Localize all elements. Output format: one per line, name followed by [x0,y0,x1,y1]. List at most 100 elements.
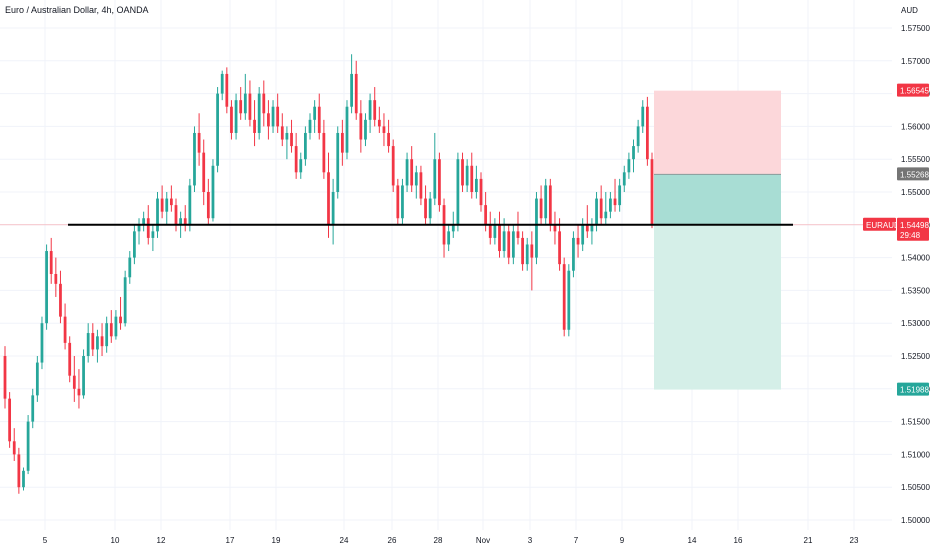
candle-body [8,398,12,442]
entry-price-tag: 1.55268 [900,170,929,179]
candle-body [72,375,76,389]
candle-body [248,93,252,120]
candle-body [267,113,270,127]
time-tick-label: 7 [574,536,579,545]
candle-body [31,395,35,422]
candle-body [211,165,215,219]
candle-body [562,264,566,330]
candle-body [220,73,224,94]
candle-body [174,205,178,225]
candle-body [239,100,243,114]
candle-body [63,316,67,343]
price-tick-label: 1.51000 [901,450,930,459]
candle-body [119,316,122,324]
candle-body [151,231,155,238]
candle-body [77,388,81,396]
candle-body [123,277,127,324]
candle-body [576,237,580,245]
candle-body [530,244,534,258]
chart-title: Euro / Australian Dollar, 4h, OANDA [5,5,149,15]
candle-body [17,454,21,488]
time-axis[interactable]: 5 10 12 17 19 24 26 28 Nov 3 7 9 14 16 21 23 [43,536,859,545]
time-tick-label: 17 [226,536,235,545]
candle-body [484,205,488,225]
candle-body [488,224,492,238]
candle-body [396,185,400,219]
candle-body [26,421,30,471]
candle-body [340,132,344,153]
candle-body [650,159,654,225]
candle-body [68,342,72,376]
candle-body [585,224,589,232]
candle-body [197,132,201,153]
time-tick-label: 3 [528,536,533,545]
candle-body [641,106,645,127]
candle-body [373,100,377,120]
candle-body [470,165,474,192]
candle-body [405,159,409,186]
candle-body [622,172,626,186]
position-zones[interactable] [654,90,781,390]
candle-body [451,224,455,232]
candle-body [636,126,640,147]
time-tick-label: 5 [43,536,48,545]
candle-body [590,224,594,232]
stop-price-tag-bg [897,83,929,97]
candle-body [548,185,552,225]
price-tick-label: 1.57500 [901,24,930,33]
candle-body [525,244,529,265]
candle-body [109,323,113,337]
candle-body [359,113,363,140]
candle-body [257,93,261,133]
candle-body [419,172,423,199]
candle-body [206,192,210,219]
candle-body [613,198,617,206]
candle-body [105,323,109,347]
time-tick-label: 9 [620,536,625,545]
symbol-tag: EURAUD [866,221,900,230]
candle-body [345,106,349,153]
candle-body [401,185,404,219]
candle-body [511,231,515,258]
price-tick-label: 1.53500 [901,286,930,295]
candle-body [165,198,169,212]
candle-body [382,126,386,133]
candle-body [364,119,367,140]
price-tick-label: 1.52500 [901,352,930,361]
candle-body [627,159,631,173]
candle-body [465,165,469,186]
candle-body [521,237,524,265]
candle-body [308,119,312,133]
candle-body [498,224,501,252]
candle-body [133,231,136,258]
candle-body [507,231,511,258]
candle-body [156,198,159,232]
candle-body [202,152,206,192]
candle-body [410,159,414,186]
time-tick-label: Nov [476,536,490,545]
candle-body [225,73,229,107]
candle-body [479,178,483,206]
current-price-tag-bg [897,217,929,241]
candle-body [234,100,238,133]
candle-body [49,251,53,274]
candle-body [595,198,598,225]
candle-body [322,132,326,173]
candle-body [276,106,280,127]
candle-body [304,132,307,160]
candle-body [285,132,289,140]
stop-loss-zone [654,90,781,175]
time-tick-label: 19 [272,536,281,545]
price-tick-label: 1.55500 [901,155,930,164]
candle-body [331,192,335,225]
candle-body [433,159,437,199]
candle-body [91,333,95,350]
time-tick-label: 16 [734,536,743,545]
candle-body [128,257,132,278]
candle-body [271,106,275,127]
candle-body [461,159,464,186]
candle-body [645,106,649,160]
candles [3,54,654,494]
